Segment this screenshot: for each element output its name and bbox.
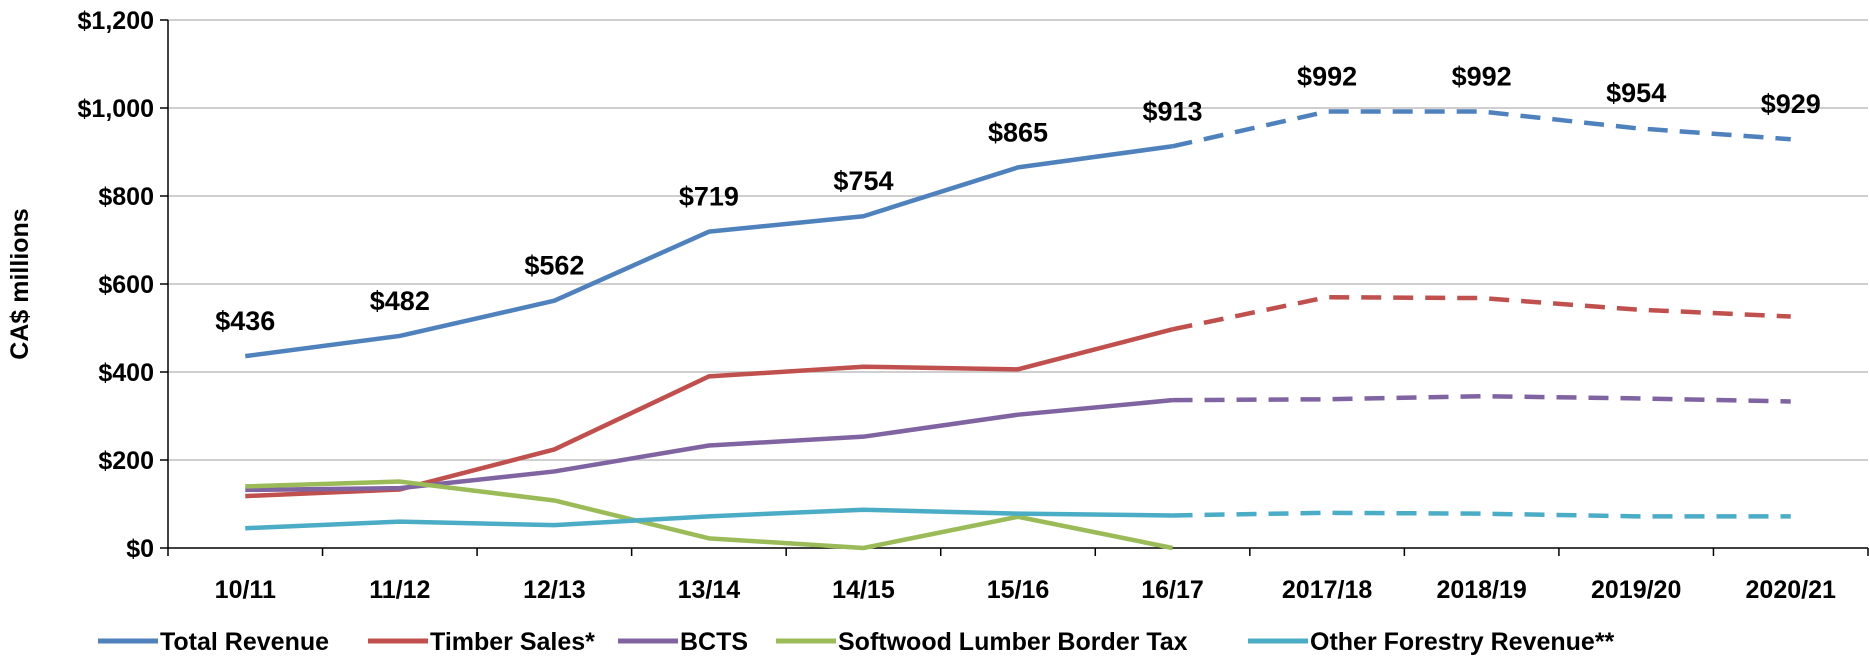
data-label: $482 <box>370 286 430 316</box>
data-label: $913 <box>1143 96 1203 126</box>
y-tick-label: $600 <box>98 271 154 299</box>
data-label: $719 <box>679 182 739 212</box>
x-tick-label: 15/16 <box>987 576 1050 604</box>
data-label: $754 <box>833 166 893 196</box>
x-tick-labels: 10/11 11/12 12/13 13/14 14/15 15/16 16/17 2017/… <box>215 576 1836 604</box>
x-tick-label: 2019/20 <box>1591 576 1681 604</box>
legend[interactable]: Total Revenue Timber Sales* BCTS Softwood L… <box>98 628 1615 656</box>
series-line-projected <box>1172 294 1791 332</box>
series-line-actual <box>245 507 1173 531</box>
legend-label: Other Forestry Revenue** <box>1310 628 1615 656</box>
series-line-actual <box>244 144 1173 359</box>
gridlines <box>168 19 1868 461</box>
data-label: $436 <box>215 306 275 336</box>
y-tick-label: $400 <box>98 359 154 387</box>
y-axis-title: CA$ millions <box>6 208 34 359</box>
legend-label: Softwood Lumber Border Tax <box>838 628 1188 656</box>
x-tick-label: 12/13 <box>523 576 586 604</box>
legend-item[interactable]: BCTS <box>618 628 748 656</box>
data-label: $562 <box>524 251 584 281</box>
x-tick-label: 2017/18 <box>1282 576 1372 604</box>
x-tick-label: 11/12 <box>369 576 430 604</box>
y-tick-label: $1,000 <box>78 95 154 123</box>
y-tick-label: $1,200 <box>78 7 154 35</box>
y-tick-labels: $0 $200 $400 $600 $800 $1,000 $1,200 <box>78 7 154 563</box>
data-label: $929 <box>1761 89 1821 119</box>
x-tick-label: 2018/19 <box>1436 576 1526 604</box>
y-tick-label: $800 <box>98 183 154 211</box>
legend-item[interactable]: Timber Sales* <box>368 628 595 656</box>
x-tick-label: 10/11 <box>215 576 276 604</box>
x-tick-label: 14/15 <box>832 576 895 604</box>
data-label: $865 <box>988 117 1048 147</box>
data-labels: $436 $482 $562 $719 $754 $865 $913 $992 $992 $954… <box>215 62 1821 337</box>
y-tick-label: $200 <box>98 447 154 475</box>
series-line-actual <box>245 479 1173 551</box>
legend-label: BCTS <box>680 628 748 656</box>
x-tick-label: 16/17 <box>1141 576 1204 604</box>
x-tick-label: 2020/21 <box>1746 576 1836 604</box>
data-label: $992 <box>1297 62 1357 92</box>
series-line-projected <box>1172 109 1791 149</box>
data-label: $954 <box>1606 78 1666 108</box>
series-line-actual <box>245 397 1173 493</box>
axes <box>160 19 1869 556</box>
legend-item[interactable]: Softwood Lumber Border Tax <box>776 628 1188 656</box>
series-line-projected <box>1172 510 1791 519</box>
data-label: $992 <box>1452 62 1512 92</box>
x-tick-label: 13/14 <box>678 576 741 604</box>
legend-label: Timber Sales* <box>430 628 595 656</box>
legend-item[interactable]: Total Revenue <box>98 628 329 656</box>
legend-item[interactable]: Other Forestry Revenue** <box>1248 628 1615 656</box>
series-line-projected <box>1172 393 1791 404</box>
legend-label: Total Revenue <box>160 628 329 656</box>
series-lines <box>244 109 1791 551</box>
y-tick-label: $0 <box>126 535 154 563</box>
